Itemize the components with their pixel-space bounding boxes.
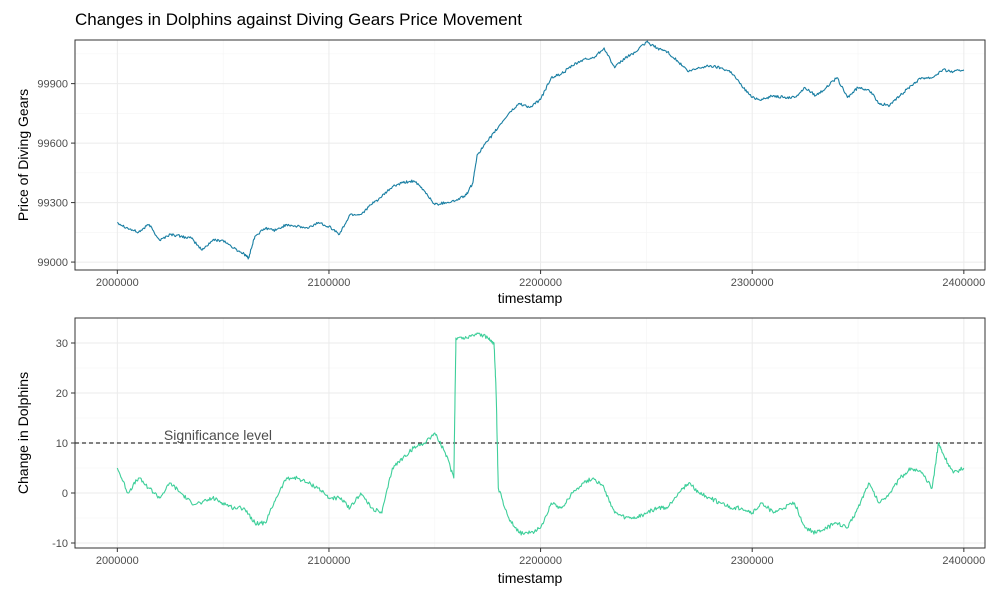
x-axis-title: timestamp bbox=[498, 290, 563, 306]
y-axis-title: Change in Dolphins bbox=[15, 372, 31, 494]
x-tick-label: 2000000 bbox=[96, 277, 139, 289]
y-tick-label: -10 bbox=[52, 538, 68, 550]
y-axis-title: Price of Diving Gears bbox=[15, 89, 31, 221]
y-tick-label: 99300 bbox=[37, 198, 68, 210]
series-line-2 bbox=[116, 332, 965, 536]
panel-border bbox=[74, 317, 986, 549]
y-tick-label: 99000 bbox=[37, 257, 68, 269]
x-tick-label: 2100000 bbox=[308, 277, 351, 289]
x-tick-label: 2300000 bbox=[731, 277, 774, 289]
y-tick-label: 30 bbox=[56, 338, 68, 350]
panel-border bbox=[74, 39, 986, 271]
x-tick-label: 2400000 bbox=[942, 277, 985, 289]
x-tick-label: 2000000 bbox=[96, 555, 139, 567]
series-line-1 bbox=[116, 40, 965, 260]
panel-1: 2000000 2100000 2200000 2300000 2400000 99000… bbox=[15, 39, 986, 306]
chart-title: Changes in Dolphins against Diving Gears… bbox=[75, 10, 522, 29]
x-tick-label: 2200000 bbox=[519, 555, 562, 567]
x-axis-title: timestamp bbox=[498, 570, 563, 586]
y-tick-label: 0 bbox=[62, 488, 68, 500]
x-tick-label: 2200000 bbox=[519, 277, 562, 289]
y-tick-label: 99900 bbox=[37, 79, 68, 91]
y-tick-label: 99600 bbox=[37, 138, 68, 150]
y-tick-label: 20 bbox=[56, 388, 68, 400]
significance-label: Significance level bbox=[164, 427, 272, 443]
x-tick-label: 2300000 bbox=[731, 555, 774, 567]
x-tick-label: 2400000 bbox=[942, 555, 985, 567]
x-tick-label: 2100000 bbox=[308, 555, 351, 567]
panel-2: Significance level 2000000 2100000 2200000 2… bbox=[15, 317, 986, 586]
y-tick-label: 10 bbox=[56, 438, 68, 450]
